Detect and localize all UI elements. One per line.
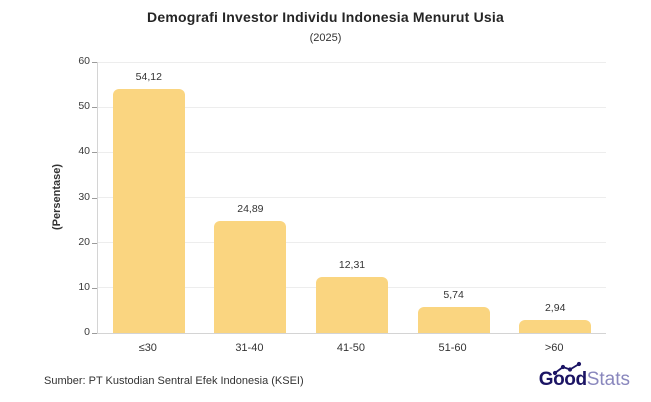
bar-value-label: 24,89 bbox=[237, 202, 264, 215]
bar-value-label: 5,74 bbox=[443, 289, 464, 302]
gridline bbox=[98, 61, 606, 63]
bar-value-label: 12,31 bbox=[338, 259, 366, 272]
bar bbox=[112, 88, 185, 333]
bar bbox=[214, 220, 287, 333]
goodstats-logo: GoodStats bbox=[538, 361, 630, 391]
y-tick-label: 40 bbox=[78, 145, 90, 158]
y-tick-label: 30 bbox=[78, 190, 90, 203]
bar-value-label: 2,94 bbox=[544, 301, 566, 314]
y-tick-label: 60 bbox=[78, 55, 90, 67]
source-attribution: Sumber: PT Kustodian Sentral Efek Indone… bbox=[44, 375, 304, 387]
gridline bbox=[98, 151, 606, 153]
gridline bbox=[98, 197, 606, 198]
x-tick-label: ≤30 bbox=[138, 342, 157, 354]
y-tick-label: 10 bbox=[78, 280, 90, 293]
x-tick-label: 51-60 bbox=[438, 342, 467, 354]
logo-text-bold: Good bbox=[538, 369, 587, 390]
bar-value-label: 54,12 bbox=[135, 70, 162, 83]
chart-subtitle: (2025) bbox=[309, 32, 342, 44]
bar bbox=[417, 307, 490, 333]
bar bbox=[519, 319, 592, 333]
y-tick-mark bbox=[92, 152, 97, 154]
bar bbox=[316, 277, 388, 333]
y-tick-mark bbox=[92, 107, 97, 109]
logo-text-light: Stats bbox=[586, 369, 630, 390]
y-tick-label: 50 bbox=[78, 100, 90, 113]
gridline bbox=[98, 242, 606, 244]
gridline bbox=[98, 106, 606, 108]
x-tick-label: 41-50 bbox=[336, 342, 366, 354]
y-tick-mark bbox=[92, 62, 97, 63]
trend-sparkline-icon bbox=[552, 361, 581, 376]
x-tick-label: 31-40 bbox=[235, 342, 264, 354]
y-tick-mark bbox=[92, 287, 97, 289]
y-tick-label: 20 bbox=[78, 235, 90, 248]
plot-area: 54,12 24,89 12,31 5,74 2,94 bbox=[97, 61, 606, 334]
y-tick-mark bbox=[92, 197, 97, 199]
y-tick-mark bbox=[92, 242, 97, 244]
y-tick-label: 0 bbox=[84, 326, 90, 338]
chart-title: Demografi Investor Individu Indonesia Me… bbox=[147, 9, 504, 25]
x-tick-label: >60 bbox=[544, 342, 564, 354]
y-tick-mark bbox=[92, 333, 97, 334]
